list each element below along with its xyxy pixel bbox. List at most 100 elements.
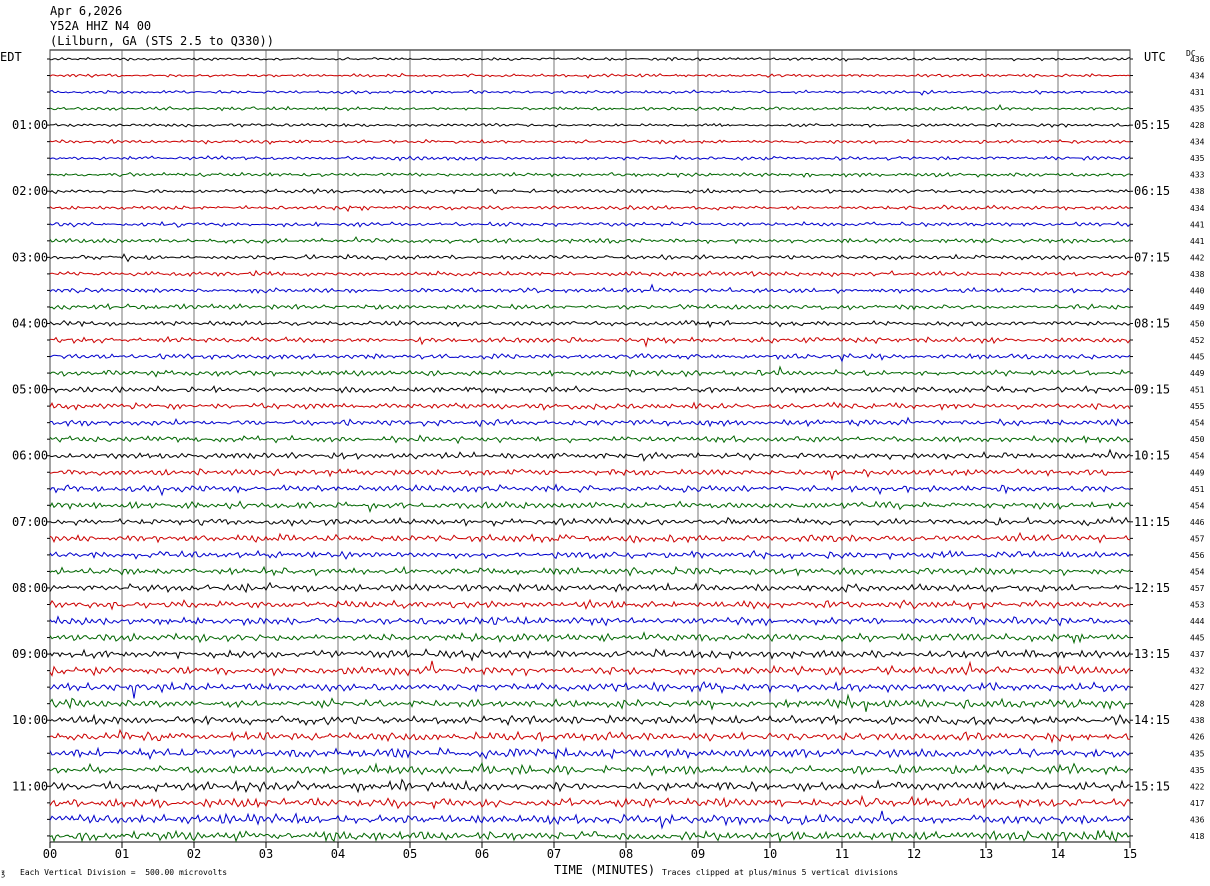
dc-offset-label: 438 (1190, 187, 1205, 196)
clip-note: Traces clipped at plus/minus 5 vertical … (662, 868, 899, 877)
seismic-trace (49, 221, 1131, 228)
seismic-trace (49, 104, 1131, 112)
dc-offset-label: 434 (1190, 138, 1205, 147)
edt-hour-label: 07:00 (12, 515, 48, 529)
dc-offset-label: 454 (1190, 501, 1205, 510)
seismic-trace (49, 303, 1131, 311)
dc-offset-label: 422 (1190, 782, 1205, 791)
dc-offset-label: 431 (1190, 88, 1205, 97)
seismic-trace (49, 89, 1131, 96)
dc-offset-label: 454 (1190, 419, 1205, 428)
dc-offset-label: 436 (1190, 55, 1205, 64)
dc-offset-label: 435 (1190, 766, 1205, 775)
seismic-trace (49, 187, 1130, 195)
seismic-trace (49, 365, 1131, 378)
utc-hour-label: 15:15 (1134, 779, 1170, 793)
seismic-trace (49, 401, 1131, 411)
dc-offset-label: 446 (1190, 518, 1205, 527)
dc-offset-label: 456 (1190, 551, 1205, 560)
edt-hour-label: 05:00 (12, 383, 48, 397)
utc-hour-label: 07:15 (1134, 250, 1170, 264)
dc-offset-label: 428 (1190, 121, 1205, 130)
utc-hour-label: 08:15 (1134, 316, 1170, 330)
x-tick-label: 08 (619, 847, 633, 861)
utc-hour-label: 09:15 (1134, 383, 1170, 397)
utc-hour-label: 13:15 (1134, 647, 1170, 661)
header-location: (Lilburn, GA (STS 2.5 to Q330)) (50, 34, 274, 48)
dc-offset-label: 418 (1190, 832, 1205, 841)
seismic-trace (49, 352, 1131, 363)
seismic-trace (49, 794, 1131, 810)
edt-hour-label: 02:00 (12, 184, 48, 198)
seismic-trace (49, 483, 1131, 497)
x-tick-label: 05 (403, 847, 417, 861)
header-date: Apr 6,2026 (50, 4, 123, 18)
seismic-trace (49, 416, 1131, 428)
dc-offset-label: 450 (1190, 435, 1205, 444)
seismic-trace (49, 728, 1131, 744)
x-tick-label: 12 (907, 847, 921, 861)
seismic-trace (50, 122, 1131, 128)
x-tick-label: 01 (115, 847, 129, 861)
seismic-trace (49, 204, 1131, 213)
x-tick-label: 07 (547, 847, 561, 861)
seismic-trace (49, 631, 1131, 645)
header-station: Y52A HHZ N4 00 (50, 19, 152, 33)
seismic-trace (49, 236, 1131, 245)
dc-offset-label: 457 (1190, 584, 1205, 593)
edt-hour-label: 06:00 (12, 449, 48, 463)
dc-offset-label: 438 (1190, 716, 1205, 725)
edt-hour-label: 08:00 (12, 581, 48, 595)
dc-offset-label: 438 (1190, 270, 1205, 279)
seismic-trace (49, 56, 1131, 62)
dc-offset-label: 445 (1190, 634, 1205, 643)
dc-offset-label: 437 (1190, 650, 1205, 659)
seismic-trace (49, 810, 1131, 830)
dc-offset-label: 449 (1190, 369, 1205, 378)
dc-offset-label: 427 (1190, 683, 1205, 692)
dc-offset-label: 440 (1190, 286, 1205, 295)
utc-hour-label: 06:15 (1134, 184, 1170, 198)
edt-hour-label: 11:00 (12, 779, 48, 793)
seismic-trace (49, 500, 1131, 514)
dc-offset-label: 441 (1190, 220, 1205, 229)
seismic-trace (49, 549, 1131, 561)
seismic-trace (49, 171, 1131, 179)
dc-offset-label: 450 (1190, 319, 1205, 328)
seismic-trace (50, 335, 1131, 348)
seismic-trace (49, 660, 1131, 677)
seismic-trace (49, 531, 1131, 544)
dc-offset-label: 428 (1190, 700, 1205, 709)
dc-offset-label: 442 (1190, 253, 1205, 262)
dc-offset-label: 432 (1190, 667, 1205, 676)
dc-offset-label: 435 (1190, 105, 1205, 114)
dc-offset-label: 434 (1190, 72, 1205, 81)
dc-offset-label: 435 (1190, 154, 1205, 163)
dc-offset-label: 441 (1190, 237, 1205, 246)
x-tick-label: 04 (331, 847, 345, 861)
seismic-trace (49, 680, 1131, 699)
seismic-trace (49, 468, 1131, 481)
x-tick-label: 15 (1123, 847, 1137, 861)
seismic-trace (49, 253, 1131, 263)
utc-hour-label: 10:15 (1134, 449, 1170, 463)
dc-offset-label: 453 (1190, 600, 1205, 609)
seismic-trace (49, 319, 1131, 329)
seismic-trace (49, 581, 1130, 594)
seismic-trace (49, 565, 1131, 577)
dc-offset-label: 454 (1190, 452, 1205, 461)
utc-hour-label: 14:15 (1134, 713, 1170, 727)
dc-offset-label: 457 (1190, 534, 1205, 543)
x-tick-label: 02 (187, 847, 201, 861)
x-tick-label: 11 (835, 847, 849, 861)
seismic-trace (49, 648, 1131, 662)
dc-offset-label: 426 (1190, 733, 1205, 742)
seismic-trace (49, 138, 1130, 145)
dc-offset-label: 449 (1190, 303, 1205, 312)
x-tick-label: 10 (763, 847, 777, 861)
dc-offset-label: 445 (1190, 353, 1205, 362)
scale-note: Each Vertical Division = 500.00 microvol… (20, 868, 228, 877)
seismic-trace (49, 516, 1131, 527)
seismic-trace (49, 829, 1131, 843)
seismic-trace (49, 746, 1131, 761)
